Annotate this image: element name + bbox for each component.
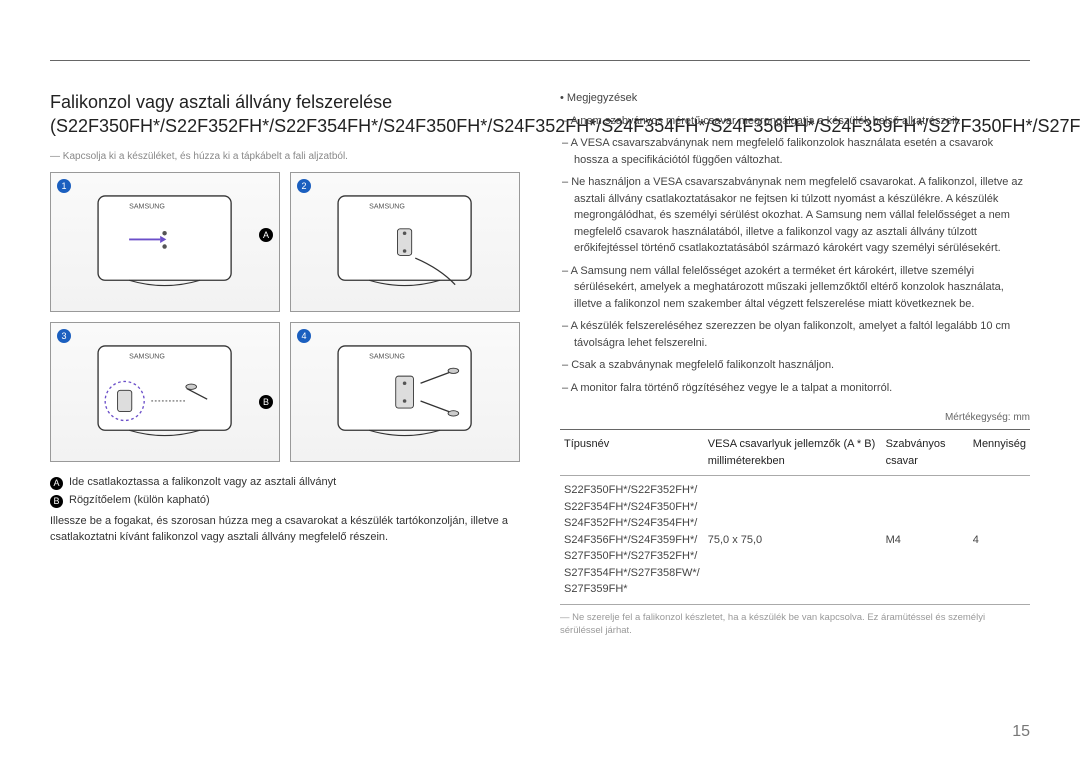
legend-B-text: Rögzítőelem (külön kapható): [69, 494, 210, 506]
th-screw: Szabványos csavar: [882, 430, 969, 476]
note-item: A monitor falra történő rögzítéséhez veg…: [560, 380, 1030, 397]
pre-note: Kapcsolja ki a készüléket, és húzza ki a…: [50, 151, 520, 162]
page-content: Falikonzol vagy asztali állvány felszere…: [50, 90, 1030, 637]
left-body-text: Illessze be a fogakat, és szorosan húzza…: [50, 514, 520, 546]
note-item: A Samsung nem vállal felelősséget azokér…: [560, 263, 1030, 313]
footnote: Ne szerelje fel a falikonzol készletet, …: [560, 611, 1030, 638]
svg-text:SAMSUNG: SAMSUNG: [370, 352, 406, 360]
top-rule: [50, 60, 1030, 61]
legend-B-badge: B: [50, 495, 63, 508]
note-item: Ne használjon a VESA csavarszabványnak n…: [560, 174, 1030, 257]
legend-A-text: Ide csatlakoztassa a falikonzolt vagy az…: [69, 476, 336, 488]
monitor-bracket-icon: SAMSUNG: [302, 180, 507, 304]
td-models: S22F350FH*/S22F352FH*/ S22F354FH*/S24F35…: [560, 476, 704, 605]
diagram-2: 2 SAMSUNG: [290, 172, 520, 312]
td-vesa: 75,0 x 75,0: [704, 476, 882, 605]
right-column: Megjegyzések A nem szabványos méretű csa…: [560, 90, 1030, 637]
svg-text:SAMSUNG: SAMSUNG: [130, 352, 166, 360]
diagram-3: 3 SAMSUNG B: [50, 322, 280, 462]
legend-A: A Ide csatlakoztassa a falikonzolt vagy …: [50, 476, 520, 490]
monitor-detail-icon: SAMSUNG: [62, 330, 267, 454]
td-screw: M4: [882, 476, 969, 605]
label-B-badge: B: [259, 395, 273, 409]
diagram-4: 4 SAMSUNG: [290, 322, 520, 462]
th-qty: Mennyiség: [969, 430, 1030, 476]
legend-A-badge: A: [50, 477, 63, 490]
svg-text:SAMSUNG: SAMSUNG: [130, 202, 166, 210]
table-row: S22F350FH*/S22F352FH*/ S22F354FH*/S24F35…: [560, 476, 1030, 605]
note-item: A nem szabványos méretű csavar megrongál…: [560, 113, 1030, 130]
unit-label: Mértékegység: mm: [560, 410, 1030, 425]
th-vesa: VESA csavarlyuk jellemzők (A * B) millim…: [704, 430, 882, 476]
monitor-back-icon: SAMSUNG: [62, 180, 267, 304]
td-qty: 4: [969, 476, 1030, 605]
th-model: Típusnév: [560, 430, 704, 476]
notes-label: Megjegyzések: [560, 90, 1030, 107]
diagram-1: 1 SAMSUNG A: [50, 172, 280, 312]
step-badge-4: 4: [297, 329, 311, 343]
step-badge-1: 1: [57, 179, 71, 193]
diagram-grid: 1 SAMSUNG A 2 SAMSUNG: [50, 172, 520, 462]
step-badge-2: 2: [297, 179, 311, 193]
label-A-badge: A: [259, 228, 273, 242]
left-column: Falikonzol vagy asztali állvány felszere…: [50, 90, 520, 637]
note-item: A VESA csavarszabványnak nem megfelelő f…: [560, 135, 1030, 168]
legend-B: B Rögzítőelem (külön kapható): [50, 494, 520, 508]
spec-table: Típusnév VESA csavarlyuk jellemzők (A * …: [560, 429, 1030, 605]
page-number: 15: [1012, 723, 1030, 741]
note-item: A készülék felszereléséhez szerezzen be …: [560, 318, 1030, 351]
svg-text:SAMSUNG: SAMSUNG: [370, 202, 406, 210]
section-heading: Falikonzol vagy asztali állvány felszere…: [50, 90, 520, 139]
step-badge-3: 3: [57, 329, 71, 343]
note-item: Csak a szabványnak megfelelő falikonzolt…: [560, 357, 1030, 374]
monitor-mount-icon: SAMSUNG: [302, 330, 507, 454]
